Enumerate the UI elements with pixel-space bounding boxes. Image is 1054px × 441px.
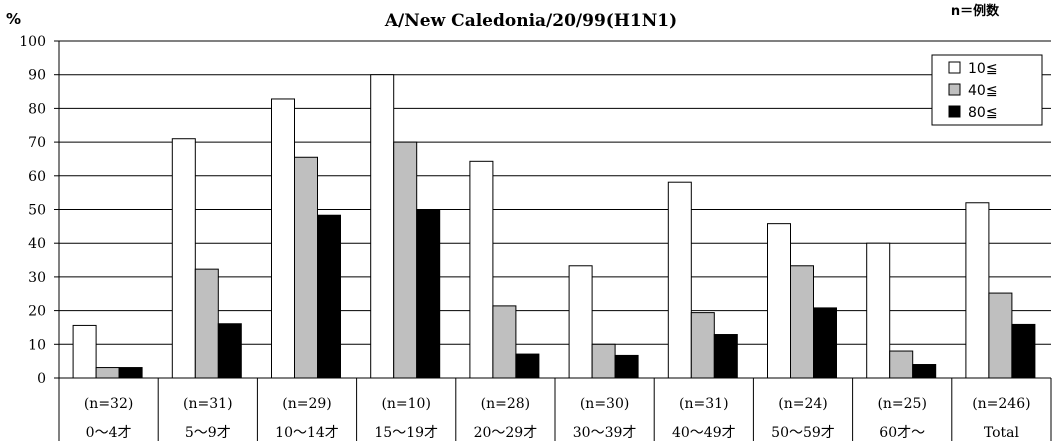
category-label: 40～49才 — [672, 425, 736, 441]
sample-size-label: (n=28) — [481, 396, 531, 412]
bar — [912, 364, 937, 379]
y-tick-label: 30 — [28, 270, 46, 286]
legend-swatch — [948, 61, 961, 74]
y-tick-label: 0 — [37, 371, 46, 387]
sample-size-label: (n=10) — [381, 396, 431, 412]
bar — [271, 98, 295, 379]
legend-label: 10≦ — [968, 61, 998, 77]
y-axis-label: % — [6, 10, 21, 28]
category-label: 50～59才 — [771, 425, 835, 441]
sample-size-label: (n=24) — [778, 396, 828, 412]
category-label: 30～39才 — [573, 425, 637, 441]
bar — [568, 265, 593, 379]
bar — [790, 265, 814, 379]
y-tick-label: 20 — [28, 304, 46, 320]
bar — [317, 214, 341, 379]
bar — [889, 350, 914, 379]
category-label: 0～4才 — [86, 425, 132, 441]
legend-label: 80≦ — [968, 105, 998, 121]
bar — [1011, 323, 1036, 379]
bar — [393, 141, 418, 379]
sample-size-label: (n=246) — [972, 396, 1030, 412]
bar — [866, 242, 891, 379]
bar — [591, 343, 616, 379]
legend-swatch — [948, 83, 961, 96]
bar — [713, 334, 738, 379]
bar — [614, 354, 639, 379]
bar — [118, 367, 143, 379]
axes: 0 10 20 30 40 50 60 70 80 90 100 (n=32) 0～4才 (n=31) 5～… — [19, 34, 1052, 441]
bar — [767, 223, 791, 379]
bar — [690, 312, 715, 379]
legend-swatch — [948, 105, 961, 118]
bar — [667, 181, 692, 379]
y-tick-label: 10 — [28, 337, 46, 353]
grid-lines — [59, 40, 1051, 345]
y-tick-label: 40 — [28, 236, 46, 252]
category-label: 10～14才 — [275, 425, 339, 441]
category-label: 20～29才 — [474, 425, 538, 441]
category-label: Total — [984, 425, 1020, 441]
bar — [194, 268, 219, 379]
sample-size-label: (n=31) — [679, 396, 729, 412]
y-tick-label: 60 — [28, 169, 46, 185]
chart-title: A/New Caledonia/20/99(H1N1) — [384, 11, 677, 31]
y-tick-label: 70 — [28, 135, 46, 151]
sample-size-label: (n=25) — [877, 396, 927, 412]
y-tick-label: 100 — [19, 34, 46, 50]
bar — [965, 202, 990, 379]
bars — [72, 74, 1036, 379]
legend-label: 40≦ — [968, 83, 998, 99]
sample-size-label: (n=32) — [84, 396, 134, 412]
bar — [72, 324, 97, 379]
bar — [294, 156, 318, 379]
bar — [492, 305, 517, 379]
bar — [416, 209, 441, 379]
category-label: 5～9才 — [185, 425, 231, 441]
sample-size-label: (n=31) — [183, 396, 233, 412]
bar — [217, 323, 242, 379]
bar — [988, 292, 1013, 379]
bar — [813, 307, 837, 379]
y-tick-label: 90 — [28, 68, 46, 84]
legend: 10≦ 40≦ 80≦ — [931, 54, 1043, 126]
y-tick-label: 80 — [28, 101, 46, 117]
sample-size-note: n＝例数 — [951, 3, 1000, 19]
bar — [370, 74, 395, 379]
category-label: 15～19才 — [374, 425, 438, 441]
bar — [171, 138, 196, 379]
bar — [515, 353, 540, 379]
sample-size-label: (n=29) — [282, 396, 332, 412]
bar — [469, 160, 494, 379]
sample-size-label: (n=30) — [580, 396, 630, 412]
y-tick-label: 50 — [28, 203, 46, 219]
category-label: 60才～ — [879, 425, 925, 441]
bar — [95, 367, 120, 379]
